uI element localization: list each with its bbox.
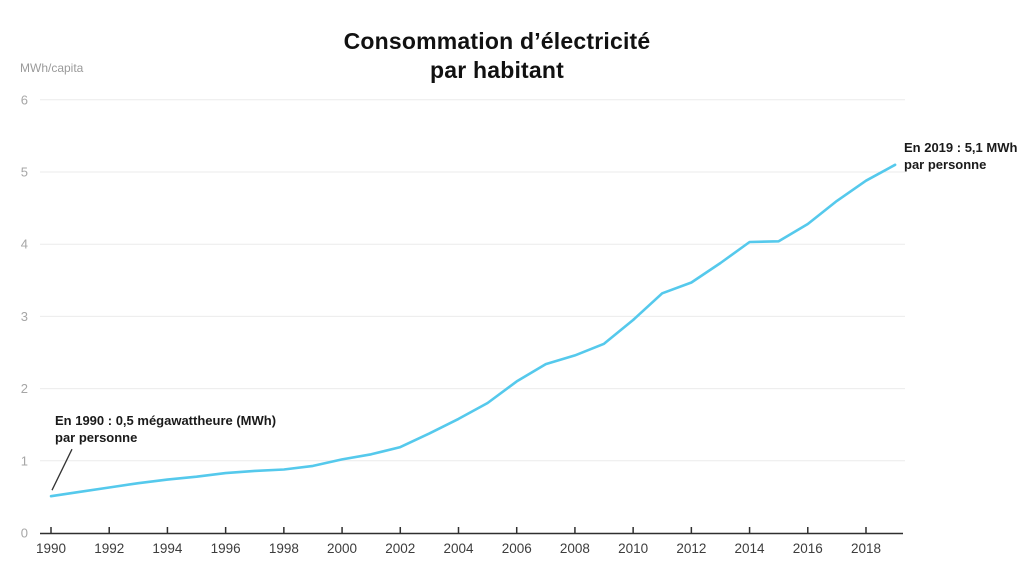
chart-title-line1: Consommation d’électricité (343, 28, 651, 54)
y-tick-label-3: 3 (21, 309, 28, 324)
annotation-leader-line-start (51, 448, 73, 491)
y-tick-label-2: 2 (21, 381, 28, 396)
chart-title-line2: par habitant (429, 57, 565, 83)
x-tick-label-1994: 1994 (152, 541, 183, 556)
x-tick-label-2008: 2008 (560, 541, 590, 556)
y-tick-label-6: 6 (21, 92, 28, 107)
y-tick-label-4: 4 (21, 237, 28, 252)
y-axis-unit-label: MWh/capita (20, 61, 84, 75)
x-tick-label-2016: 2016 (793, 541, 823, 556)
x-tick-label-2004: 2004 (443, 541, 474, 556)
x-tick-label-2012: 2012 (676, 541, 706, 556)
annotation-1990-line2: par personne (55, 430, 138, 445)
x-tick-label-1992: 1992 (94, 541, 124, 556)
annotation-1990: En 1990 : 0,5 mégawattheure (MWh) par pe… (55, 412, 276, 446)
x-tick-label-1996: 1996 (211, 541, 241, 556)
y-tick-label-5: 5 (21, 165, 28, 180)
x-tick-label-2010: 2010 (618, 541, 648, 556)
x-tick-label-2006: 2006 (502, 541, 532, 556)
chart-title: Consommation d’électricité par habitant (0, 27, 994, 85)
y-tick-label-0: 0 (21, 526, 28, 541)
annotation-2019: En 2019 : 5,1 MWh par personne (904, 139, 1017, 173)
annotation-2019-line1: En 2019 : 5,1 MWh (904, 140, 1018, 155)
data-series-line (49, 163, 897, 498)
x-tick-label-2000: 2000 (327, 541, 357, 556)
x-tick-label-2014: 2014 (735, 541, 766, 556)
y-tick-label-1: 1 (21, 453, 28, 468)
x-tick-label-2018: 2018 (851, 541, 881, 556)
x-tick-label-1998: 1998 (269, 541, 299, 556)
x-tick-label-2002: 2002 (385, 541, 415, 556)
x-tick-label-1990: 1990 (36, 541, 66, 556)
annotation-1990-line1: En 1990 : 0,5 mégawattheure (MWh) (55, 413, 277, 428)
annotation-2019-line2: par personne (904, 157, 987, 172)
